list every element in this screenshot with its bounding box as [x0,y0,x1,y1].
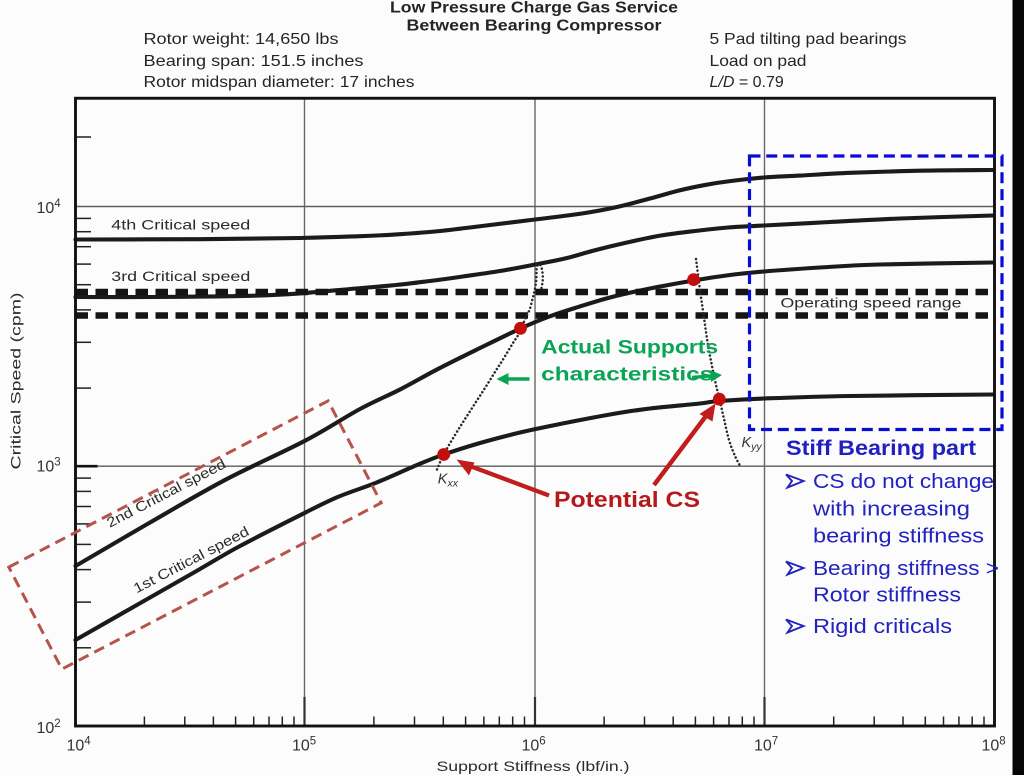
svg-text:Bearing span: 151.5 inches: Bearing span: 151.5 inches [144,53,364,70]
svg-text:Bearing stiffness >: Bearing stiffness > [813,557,999,580]
svg-text:3rd Critical speed: 3rd Critical speed [111,268,250,284]
svg-text:Rotor stiffness: Rotor stiffness [813,584,961,607]
svg-text:Actual Supports: Actual Supports [541,337,718,359]
svg-text:characteristics: characteristics [541,364,713,386]
svg-text:L/D = 0.79: L/D = 0.79 [710,74,784,91]
svg-text:5 Pad tilting pad bearings: 5 Pad tilting pad bearings [710,31,907,48]
svg-text:Stiff Bearing part: Stiff Bearing part [786,437,976,460]
svg-text:Rotor weight: 14,650 lbs: Rotor weight: 14,650 lbs [144,31,339,48]
svg-text:Critical Speed (cpm): Critical Speed (cpm) [8,293,24,470]
svg-text:with increasing: with increasing [812,498,970,521]
svg-text:Rigid criticals: Rigid criticals [813,615,952,638]
svg-text:CS do not change: CS do not change [813,470,994,493]
svg-text:Load on pad: Load on pad [710,53,807,70]
svg-text:Support Stiffness (lbf/in.): Support Stiffness (lbf/in.) [437,758,630,774]
svg-text:Between Bearing Compressor: Between Bearing Compressor [407,18,662,35]
svg-text:bearing stiffness: bearing stiffness [813,525,984,548]
svg-text:Rotor midspan diameter: 17 inc: Rotor midspan diameter: 17 inches [144,74,415,91]
svg-text:Potential CS: Potential CS [554,487,700,512]
svg-text:4th Critical speed: 4th Critical speed [111,217,250,233]
svg-text:Operating speed range: Operating speed range [781,295,962,311]
svg-text:Low Pressure Charge Gas Servic: Low Pressure Charge Gas Service [390,0,678,17]
